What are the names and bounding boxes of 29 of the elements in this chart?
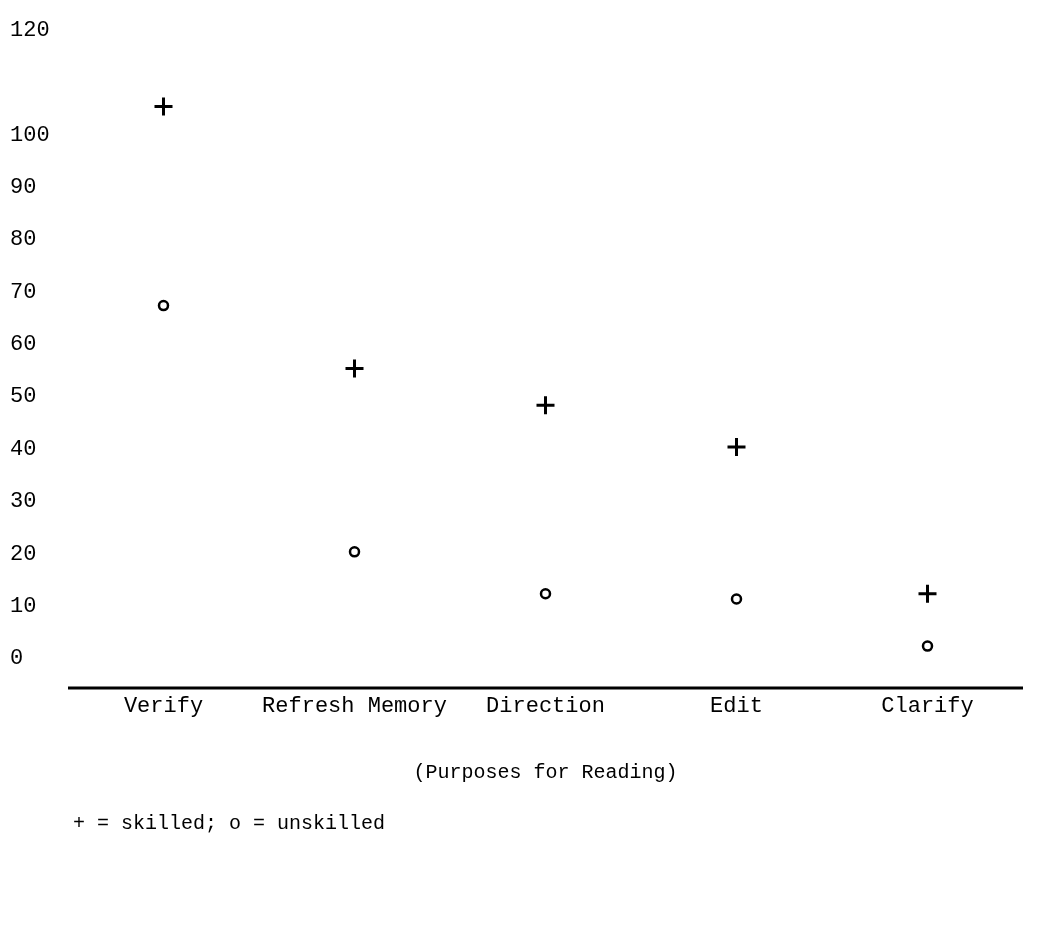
y-tick-label: 30 (10, 489, 37, 515)
y-tick-label: 120 (10, 17, 50, 43)
point (730, 593, 743, 605)
text: + = skilled; o = unskilled (73, 812, 387, 835)
point (921, 640, 934, 652)
y-tick-label: 70 (10, 279, 37, 305)
point (539, 587, 552, 600)
point (344, 357, 365, 379)
x-tick-label: Edit (710, 693, 763, 719)
y-tick-label: 0 (10, 646, 24, 672)
x-tick-label: Direction (486, 693, 605, 719)
point (153, 96, 174, 118)
y-tick-label: 100 (10, 122, 50, 148)
y-tick-label: 20 (10, 541, 37, 567)
y-tick-label: 80 (10, 227, 37, 253)
x-tick-label: Refresh Memory (262, 693, 447, 719)
y-tick-label: 60 (10, 332, 37, 358)
point (535, 394, 556, 416)
y-tick-label: 40 (10, 436, 37, 462)
y-tick-label: 90 (10, 174, 37, 200)
x-tick-label: Clarify (881, 693, 974, 719)
y-tick-label: 10 (10, 594, 37, 619)
point (348, 546, 361, 558)
x-tick-label: Verify (123, 693, 204, 719)
x-axis-title: (Purposes for Reading) (413, 761, 678, 784)
point (157, 299, 170, 312)
point (726, 436, 747, 458)
y-tick-label: 50 (10, 384, 37, 410)
point (917, 583, 938, 605)
